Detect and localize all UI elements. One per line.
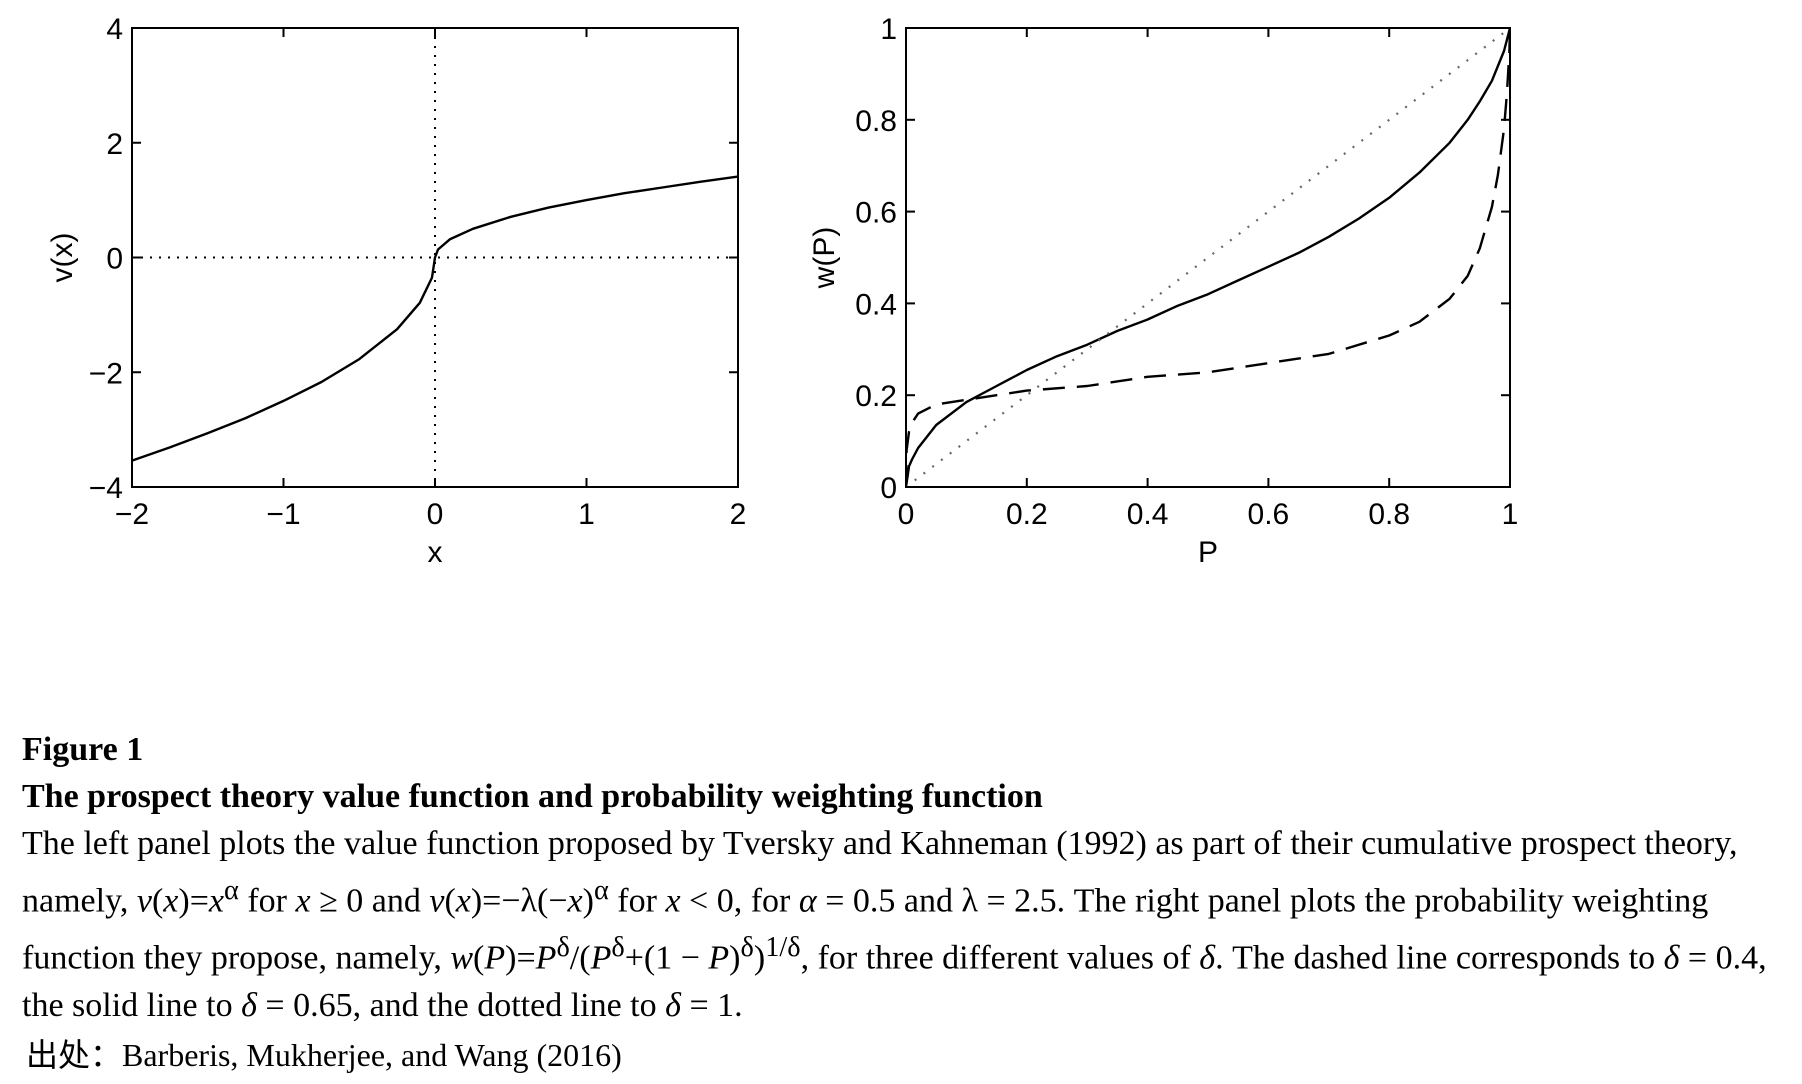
- caption-math-symbol: α: [798, 882, 817, 920]
- y-tick-label: −2: [89, 357, 123, 390]
- caption-text: /(: [569, 939, 591, 977]
- caption-math-symbol: x: [208, 882, 224, 920]
- y-tick-label: 0: [106, 243, 123, 276]
- x-tick-label: 0.8: [1368, 498, 1410, 531]
- caption-math-symbol: x: [567, 882, 583, 920]
- x-tick-label: 1: [578, 498, 595, 531]
- caption-math-symbol: x: [665, 882, 681, 920]
- plot-frame: [905, 27, 1511, 488]
- caption-math-symbol: v: [429, 882, 445, 920]
- caption-text: ≥ 0 and: [310, 882, 430, 920]
- caption-text: (: [444, 882, 456, 920]
- right-panel-weighting-function: 0 0.2 0.4 0.6 0.8 1 0 0.2 0.4 0.6 0.8 1 Pw(P): [808, 13, 1518, 569]
- caption-math-symbol: δ: [1663, 939, 1680, 977]
- x-tick-label: 2: [730, 498, 747, 531]
- x-axis-label: x: [428, 536, 443, 569]
- x-tick-label: 0: [427, 498, 444, 531]
- caption-superscript: α: [223, 875, 239, 906]
- y-axis-label: v(x): [46, 233, 79, 283]
- figure-caption: Figure 1 The prospect theory value funct…: [22, 726, 1784, 1029]
- caption-math-symbol: w: [450, 939, 474, 977]
- caption-math-symbol: δ: [665, 986, 681, 1024]
- solid-series-line: [906, 28, 1510, 487]
- y-tick-label: 0: [880, 472, 897, 505]
- caption-text: ): [582, 882, 594, 920]
- caption-math-symbol: x: [295, 882, 311, 920]
- caption-text: (: [151, 882, 164, 920]
- caption-math-symbol: x: [455, 882, 471, 920]
- y-tick-label: 1: [880, 13, 897, 46]
- caption-text: +(1 −: [624, 939, 709, 977]
- x-tick-label: −1: [266, 498, 300, 531]
- y-tick-label: −4: [89, 472, 123, 505]
- x-tick-label: 0.2: [1006, 498, 1048, 531]
- caption-text: . The dashed line corresponds to: [1215, 939, 1664, 977]
- caption-text: for: [608, 882, 666, 920]
- caption-superscript: δ: [611, 932, 625, 964]
- x-tick-label: 1: [1502, 498, 1519, 531]
- figure-title: The prospect theory value function and p…: [22, 778, 1043, 815]
- caption-text: )=−λ(−: [470, 882, 568, 920]
- caption-text: < 0, for: [680, 882, 799, 920]
- figure-label: Figure 1: [22, 731, 144, 768]
- caption-text: )=: [505, 939, 536, 977]
- caption-superscript: 1/δ: [765, 932, 801, 964]
- y-tick-label: 4: [106, 13, 123, 46]
- y-tick-label: 0.4: [855, 288, 897, 321]
- caption-text: ): [753, 939, 766, 977]
- caption-math-symbol: P: [590, 939, 612, 977]
- caption-math-symbol: P: [535, 939, 557, 977]
- y-tick-label: 2: [106, 128, 123, 161]
- y-tick-label: 0.6: [855, 197, 897, 230]
- x-tick-label: 0.4: [1127, 498, 1169, 531]
- caption-math-symbol: x: [163, 882, 179, 920]
- solid-series-line: [132, 175, 738, 462]
- caption-math-symbol: P: [708, 939, 730, 977]
- caption-text: (: [473, 939, 485, 977]
- caption-math-symbol: v: [136, 882, 152, 920]
- caption-text: = 1.: [680, 986, 743, 1024]
- caption-text: , for three different values of: [800, 939, 1200, 977]
- x-tick-label: 0: [898, 498, 915, 531]
- caption-superscript: α: [593, 875, 609, 906]
- caption-math-symbol: δ: [241, 986, 257, 1024]
- x-axis-label: P: [1198, 536, 1218, 569]
- y-tick-label: 0.8: [855, 105, 897, 138]
- caption-math-symbol: δ: [1199, 939, 1216, 977]
- dashed-series-line: [906, 28, 1510, 487]
- y-axis-label: w(P): [808, 227, 841, 290]
- caption-text: = 0.5 and λ = 2.5. The right panel plots…: [22, 882, 1709, 977]
- caption-superscript: δ: [556, 932, 570, 964]
- caption-text: = 0.65, and the dotted line to: [256, 986, 666, 1024]
- figure-description: The left panel plots the value function …: [22, 820, 1784, 1029]
- caption-text: ): [729, 939, 741, 977]
- dotted-series-line: [906, 28, 1510, 487]
- source-citation: 出处：Barberis, Mukherjee, and Wang (2016): [26, 1037, 622, 1073]
- caption-text: The left panel plots the value function …: [22, 825, 1738, 920]
- y-tick-label: 0.2: [855, 380, 897, 413]
- caption-superscript: δ: [740, 932, 754, 964]
- x-tick-label: 0.6: [1248, 498, 1290, 531]
- x-tick-label: −2: [115, 498, 149, 531]
- caption-text: = 0.4, the solid line to: [22, 939, 1767, 1024]
- caption-text: )=: [178, 882, 209, 920]
- caption-math-symbol: P: [484, 939, 506, 977]
- caption-text: for: [238, 882, 296, 920]
